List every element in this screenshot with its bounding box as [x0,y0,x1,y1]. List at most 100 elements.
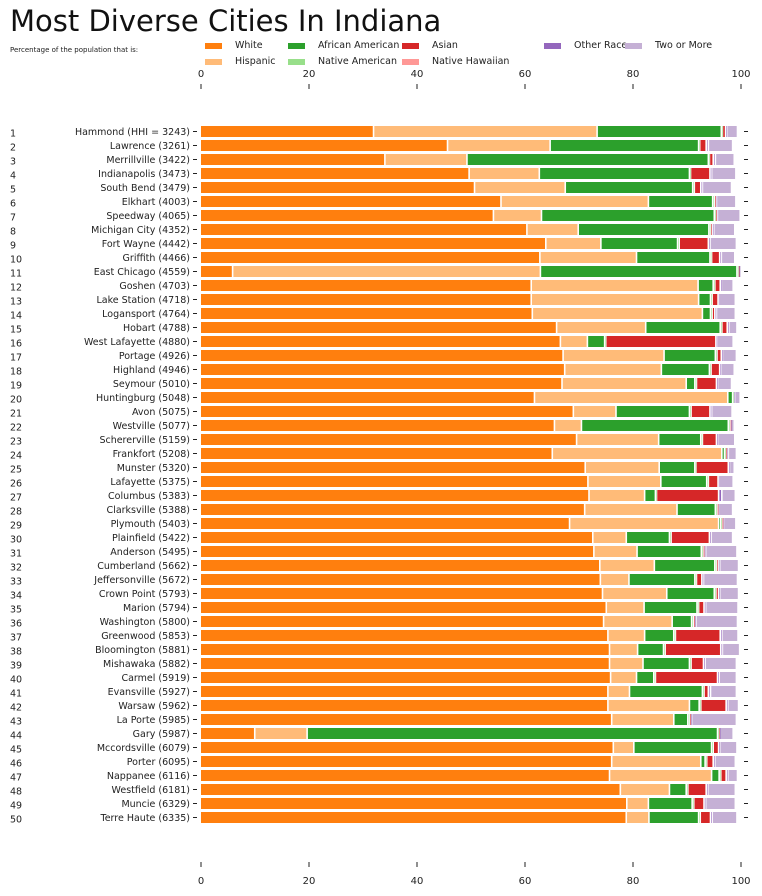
bar-segment-other-race [717,210,719,221]
bar-segment-native-american [710,252,712,263]
bar-segment-african-american [467,154,708,165]
row-rank: 7 [10,213,16,224]
row-label: Lawrence (3261) [110,141,190,152]
bar-segment-asian [722,322,727,333]
bar-segment-asian [700,140,706,151]
row-label: South Bend (3479) [100,183,190,194]
bar-segment-two-or-more [723,644,739,655]
bar-segment-white [201,210,493,221]
bar-segment-white [201,560,599,571]
row-label: Portage (4926) [119,351,190,362]
bar-segment-white [201,196,501,207]
bar-segment-other-race [726,126,728,137]
bar-segment-other-race [720,252,722,263]
bar-segment-two-or-more [719,672,736,683]
bar-segment-other-race [704,546,706,557]
bar-segment-hispanic [586,462,659,473]
row-rank: 41 [10,689,22,700]
bar-segment-hispanic [563,350,664,361]
bar-segment-african-american [643,658,689,669]
bar-segment-two-or-more [696,616,737,627]
row-rank: 17 [10,353,22,364]
bar-segment-hispanic [601,574,629,585]
row-rank: 27 [10,493,22,504]
bar-segment-other-race [720,364,722,375]
chart-subtitle: Percentage of the population that is: [10,46,139,54]
bar-segment-asian [665,644,720,655]
bar-segment-hispanic [555,420,581,431]
bar-segment-native-american [690,406,691,417]
row-label: Fort Wayne (4442) [102,239,190,250]
row-label: Nappanee (6116) [107,771,190,782]
row-label: Marion (5794) [123,603,190,614]
row-label: Crown Point (5793) [99,589,190,600]
bar-segment-other-race [710,406,712,417]
bar-segment-native-american [712,742,713,753]
bar-segment-african-american [698,280,713,291]
bar-segment-other-race [718,476,720,487]
x-tick-label-top: 20 [303,69,316,80]
row-label: Lake Station (4718) [96,295,190,306]
bar-segment-hispanic [561,336,587,347]
row-rank: 31 [10,549,22,560]
bar-segment-african-american [661,476,706,487]
bar-segment-other-race [702,574,704,585]
bar-segment-african-american [655,560,715,571]
legend-swatch [288,43,305,49]
row-label: East Chicago (4559) [94,267,190,278]
bar-segment-african-american [670,784,686,795]
bar-segment-african-american [701,756,705,767]
bar-segment-hispanic [574,406,616,417]
legend-swatch [205,43,222,49]
bar-segment-hispanic [374,126,597,137]
bar-segment-hispanic [594,546,637,557]
bar-segment-hispanic [469,168,539,179]
row-rank: 22 [10,423,22,434]
bar-segment-two-or-more [717,336,733,347]
bar-segment-african-american [699,294,710,305]
bar-segment-native-american [701,434,703,445]
bar-segment-hispanic [593,532,626,543]
bar-segment-asian [715,196,716,207]
bar-segment-other-race [711,812,712,823]
bar-segment-two-or-more [716,154,734,165]
row-label: Frankfort (5208) [113,449,190,460]
bar-segment-native-american [703,686,704,697]
bar-segment-other-race [734,392,736,403]
bar-segment-asian [714,742,718,753]
bar-segment-african-american [644,602,697,613]
bar-segment-african-american [627,532,669,543]
bar-segment-white [201,812,626,823]
bar-segment-hispanic [553,448,722,459]
bar-segment-african-american [672,616,691,627]
row-rank: 50 [10,815,22,826]
bar-segment-native-american [737,266,739,277]
bar-segment-native-american [699,700,701,711]
legend-label: Other Race [574,40,628,51]
bar-segment-african-american [728,392,732,403]
bar-segment-native-american [695,378,697,389]
bar-segment-native-american [654,672,656,683]
bar-segment-other-race [718,504,720,515]
bar-segment-two-or-more [727,126,737,137]
bar-segment-native-american [725,448,726,459]
row-label: Huntingburg (5048) [96,393,190,404]
bar-segment-hispanic [557,322,645,333]
bar-segment-other-race [718,294,720,305]
bar-segment-asian [696,462,728,473]
x-tick-label-bottom: 40 [411,876,424,887]
bar-segment-hispanic [540,252,636,263]
bar-segment-two-or-more [720,560,738,571]
bar-segment-other-race [706,140,708,151]
row-label: Jeffersonville (5672) [93,575,190,586]
bar-segment-asian [719,728,720,739]
row-rank: 49 [10,801,22,812]
bar-segment-native-american [692,616,693,627]
bar-segment-other-race [727,448,729,459]
bar-segment-asian [688,784,706,795]
row-label: Munster (5320) [117,463,190,474]
bar-segment-white [201,756,611,767]
row-rank: 34 [10,591,22,602]
bar-segment-other-race [739,266,740,277]
